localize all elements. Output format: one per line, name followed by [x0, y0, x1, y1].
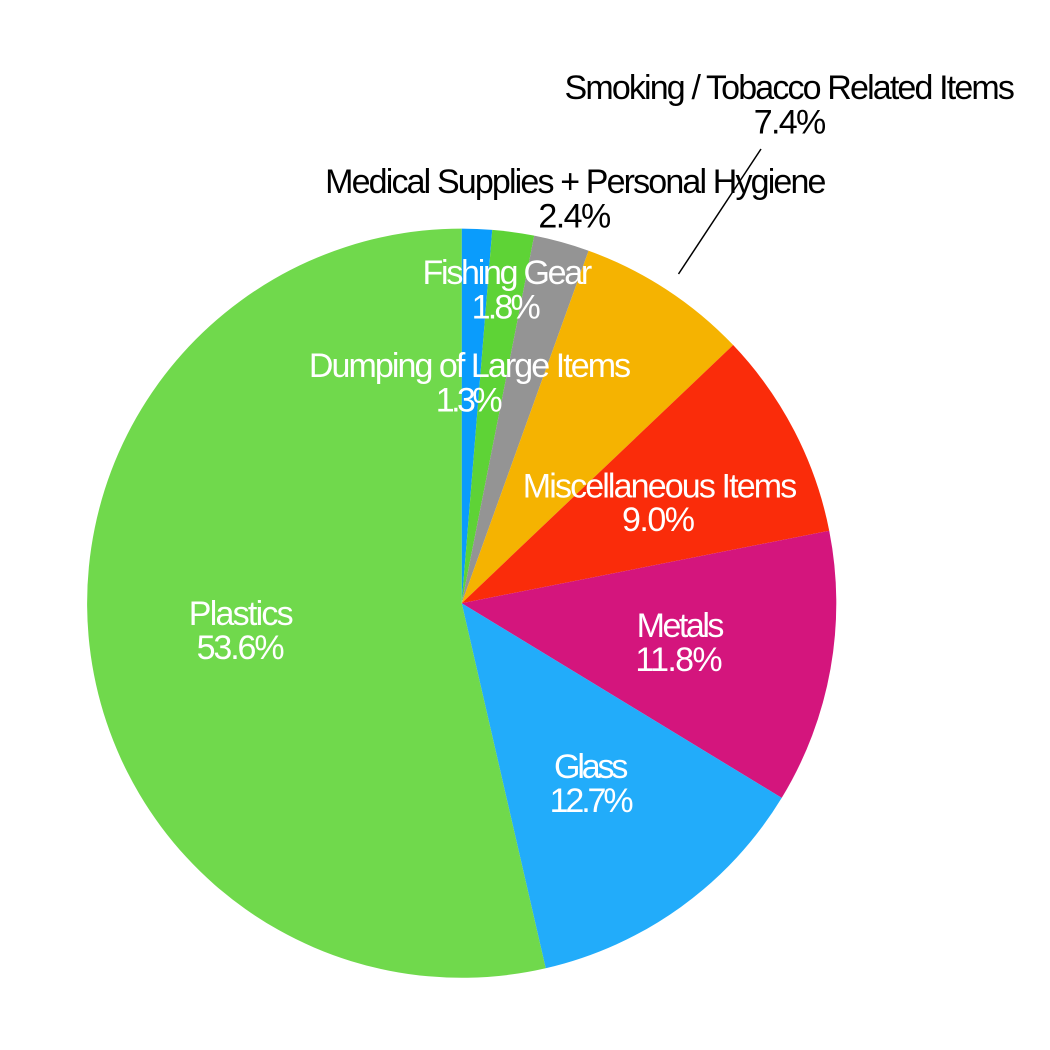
svg-text:Dumping of Large Items: Dumping of Large Items [309, 347, 631, 385]
svg-text:Metals: Metals [637, 607, 725, 645]
svg-text:1.8%: 1.8% [472, 288, 541, 326]
svg-text:2.4%: 2.4% [538, 197, 611, 235]
svg-text:1.3%: 1.3% [436, 381, 503, 419]
svg-text:7.4%: 7.4% [754, 104, 827, 142]
svg-text:Fishing Gear: Fishing Gear [423, 254, 593, 292]
svg-text:12.7%: 12.7% [550, 782, 634, 820]
svg-text:Glass: Glass [554, 748, 628, 786]
svg-text:Smoking / Tobacco Related Item: Smoking / Tobacco Related Items [565, 69, 1015, 107]
svg-text:Plastics: Plastics [189, 595, 294, 633]
svg-text:53.6%: 53.6% [197, 629, 285, 667]
svg-text:11.8%: 11.8% [635, 641, 722, 679]
svg-text:Medical Supplies + Personal Hy: Medical Supplies + Personal Hygiene [325, 163, 826, 201]
svg-text:Miscellaneous Items: Miscellaneous Items [523, 467, 797, 505]
svg-text:9.0%: 9.0% [622, 501, 695, 539]
